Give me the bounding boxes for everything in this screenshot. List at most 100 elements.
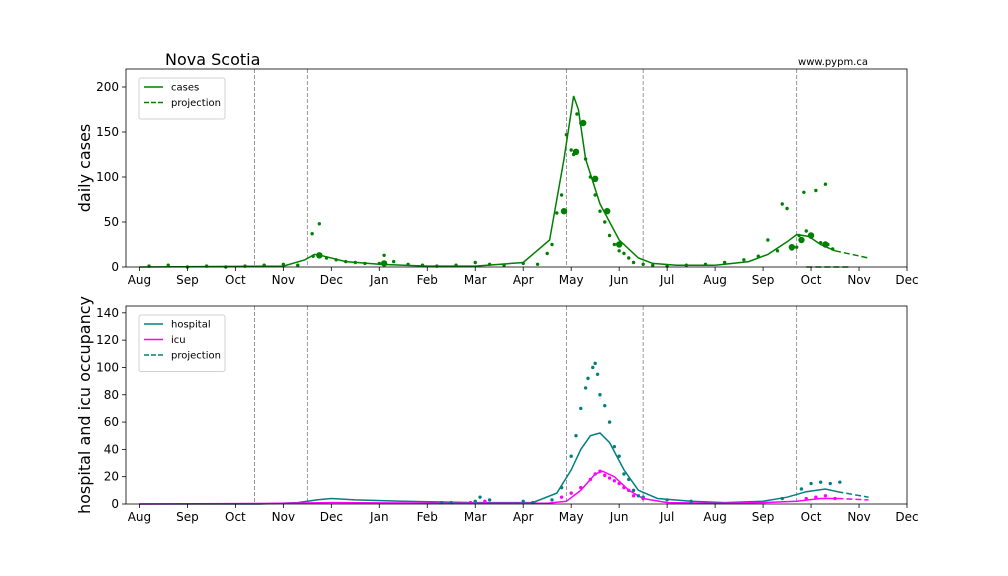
x-tick-label: Jun [609, 510, 629, 524]
y-axis-label: hospital and icu occupancy [75, 296, 94, 514]
x-tick-label: Nov [847, 510, 870, 524]
data-point [420, 263, 425, 267]
data-point [627, 256, 631, 260]
x-tick-label: Nov [272, 273, 295, 287]
data-point [586, 376, 590, 381]
data-point [636, 494, 641, 498]
data-point [316, 252, 323, 259]
legend-label: projection [171, 351, 221, 362]
data-point [483, 499, 487, 503]
data-point [627, 488, 631, 493]
series-line-cases [139, 95, 836, 268]
data-point [579, 485, 583, 490]
data-point [797, 233, 801, 238]
data-point [569, 491, 573, 495]
data-point [311, 254, 315, 258]
data-point [785, 206, 789, 211]
data-point [521, 261, 525, 266]
data-point [575, 112, 579, 116]
x-tick-label: Sep [752, 273, 775, 287]
data-point [622, 485, 626, 490]
data-point [559, 193, 564, 197]
legend-box [138, 314, 226, 372]
data-point [353, 260, 358, 265]
data-point [814, 188, 818, 193]
data-point [559, 495, 564, 499]
legend-label: projection [171, 98, 221, 109]
data-point [473, 499, 477, 503]
data-point [281, 262, 286, 266]
y-tick-label: 200 [96, 80, 119, 94]
data-point [822, 241, 829, 248]
data-point [818, 480, 823, 484]
data-point [631, 494, 636, 498]
data-point [622, 472, 626, 476]
x-tick-label: Oct [225, 273, 246, 287]
data-point [598, 469, 602, 473]
data-point [823, 182, 828, 186]
data-point [550, 498, 554, 502]
data-point [612, 444, 617, 449]
y-tick-label: 50 [104, 215, 119, 229]
y-tick-label: 80 [104, 388, 119, 402]
data-point [454, 263, 458, 267]
data-point [627, 477, 631, 482]
data-point [838, 480, 842, 484]
data-point [310, 232, 314, 236]
data-point [603, 473, 607, 478]
data-point [560, 208, 568, 215]
legend-label: cases [171, 83, 199, 94]
data-point [775, 249, 780, 253]
x-tick-label: Dec [320, 510, 343, 524]
data-point [593, 472, 597, 476]
y-tick-label: 150 [96, 125, 119, 139]
y-tick-label: 20 [104, 470, 119, 484]
data-point [723, 260, 727, 265]
legend-label: hospital [171, 320, 211, 331]
data-point [598, 393, 602, 397]
data-point [617, 454, 621, 458]
data-point [545, 251, 549, 256]
y-tick-label: 100 [96, 170, 119, 184]
data-point [535, 262, 540, 266]
data-point [804, 229, 808, 233]
data-point [593, 361, 597, 366]
x-tick-label: Jun [609, 273, 629, 287]
data-point [363, 261, 367, 266]
data-point [607, 476, 612, 480]
data-point [799, 487, 804, 491]
data-point [262, 263, 266, 267]
data-point [598, 209, 602, 213]
data-point [296, 263, 300, 267]
data-point [583, 386, 588, 390]
x-tick-label: Feb [417, 273, 438, 287]
data-point [521, 499, 525, 503]
data-point [631, 488, 636, 493]
data-point [703, 262, 708, 266]
data-point [334, 258, 338, 262]
data-point [607, 233, 612, 238]
x-tick-label: Apr [513, 273, 534, 287]
x-tick-label: Jul [659, 510, 674, 524]
data-point [804, 496, 808, 501]
source-label: www.pypm.ca [798, 57, 868, 68]
data-point [555, 211, 559, 215]
x-tick-label: Oct [801, 273, 822, 287]
data-point [651, 263, 655, 267]
data-point [564, 133, 569, 137]
x-tick-label: Aug [128, 510, 151, 524]
x-tick-label: Aug [703, 510, 726, 524]
data-point [531, 500, 535, 505]
x-tick-label: Dec [320, 273, 343, 287]
data-point [665, 498, 669, 502]
y-tick-label: 140 [96, 306, 119, 320]
data-point [377, 261, 381, 266]
data-point [756, 254, 760, 258]
data-point [780, 496, 784, 501]
data-point [468, 500, 473, 505]
data-point [487, 262, 492, 266]
y-axis-label: daily cases [75, 124, 94, 213]
data-point [382, 253, 386, 257]
data-point [809, 481, 813, 486]
data-point [684, 263, 689, 267]
